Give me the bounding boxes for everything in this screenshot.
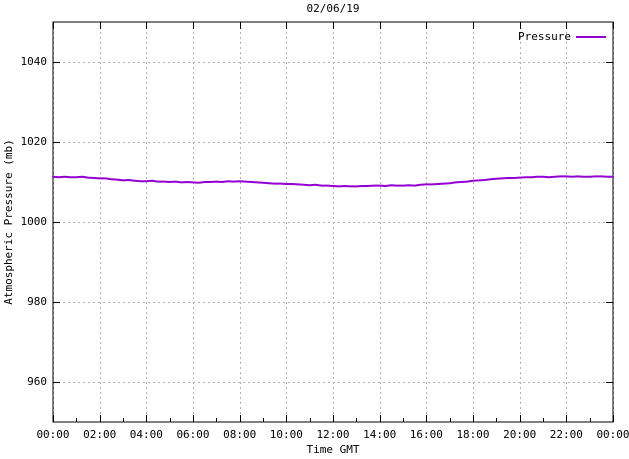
x-tick-label: 00:00 <box>36 428 70 441</box>
x-tick-label: 00:00 <box>596 428 629 441</box>
x-tick-label: 02:00 <box>83 428 117 441</box>
x-tick-label: 18:00 <box>456 428 490 441</box>
x-tick-label: 08:00 <box>223 428 257 441</box>
y-tick-label: 980 <box>27 295 47 308</box>
y-tick-label: 1000 <box>20 215 48 228</box>
y-tick-label: 1020 <box>20 135 48 148</box>
plot-border <box>52 21 614 423</box>
x-tick-label: 12:00 <box>316 428 350 441</box>
legend: Pressure <box>518 30 606 43</box>
legend-line-sample <box>576 35 606 38</box>
y-tick-label: 960 <box>27 375 47 388</box>
x-tick-label: 06:00 <box>176 428 210 441</box>
legend-label-pressure: Pressure <box>518 30 571 43</box>
chart-title: 02/06/19 <box>306 2 360 15</box>
x-tick-label: 04:00 <box>129 428 163 441</box>
y-tick-label: 1040 <box>20 55 48 68</box>
x-tick-label: 16:00 <box>409 428 443 441</box>
pressure-line <box>52 175 614 188</box>
x-tick-label: 20:00 <box>503 428 537 441</box>
x-tick-label: 22:00 <box>549 428 583 441</box>
grid-lines <box>53 22 614 422</box>
x-tick-label: 14:00 <box>363 428 397 441</box>
x-tick-label: 10:00 <box>269 428 303 441</box>
x-axis-label: Time GMT <box>306 443 360 456</box>
